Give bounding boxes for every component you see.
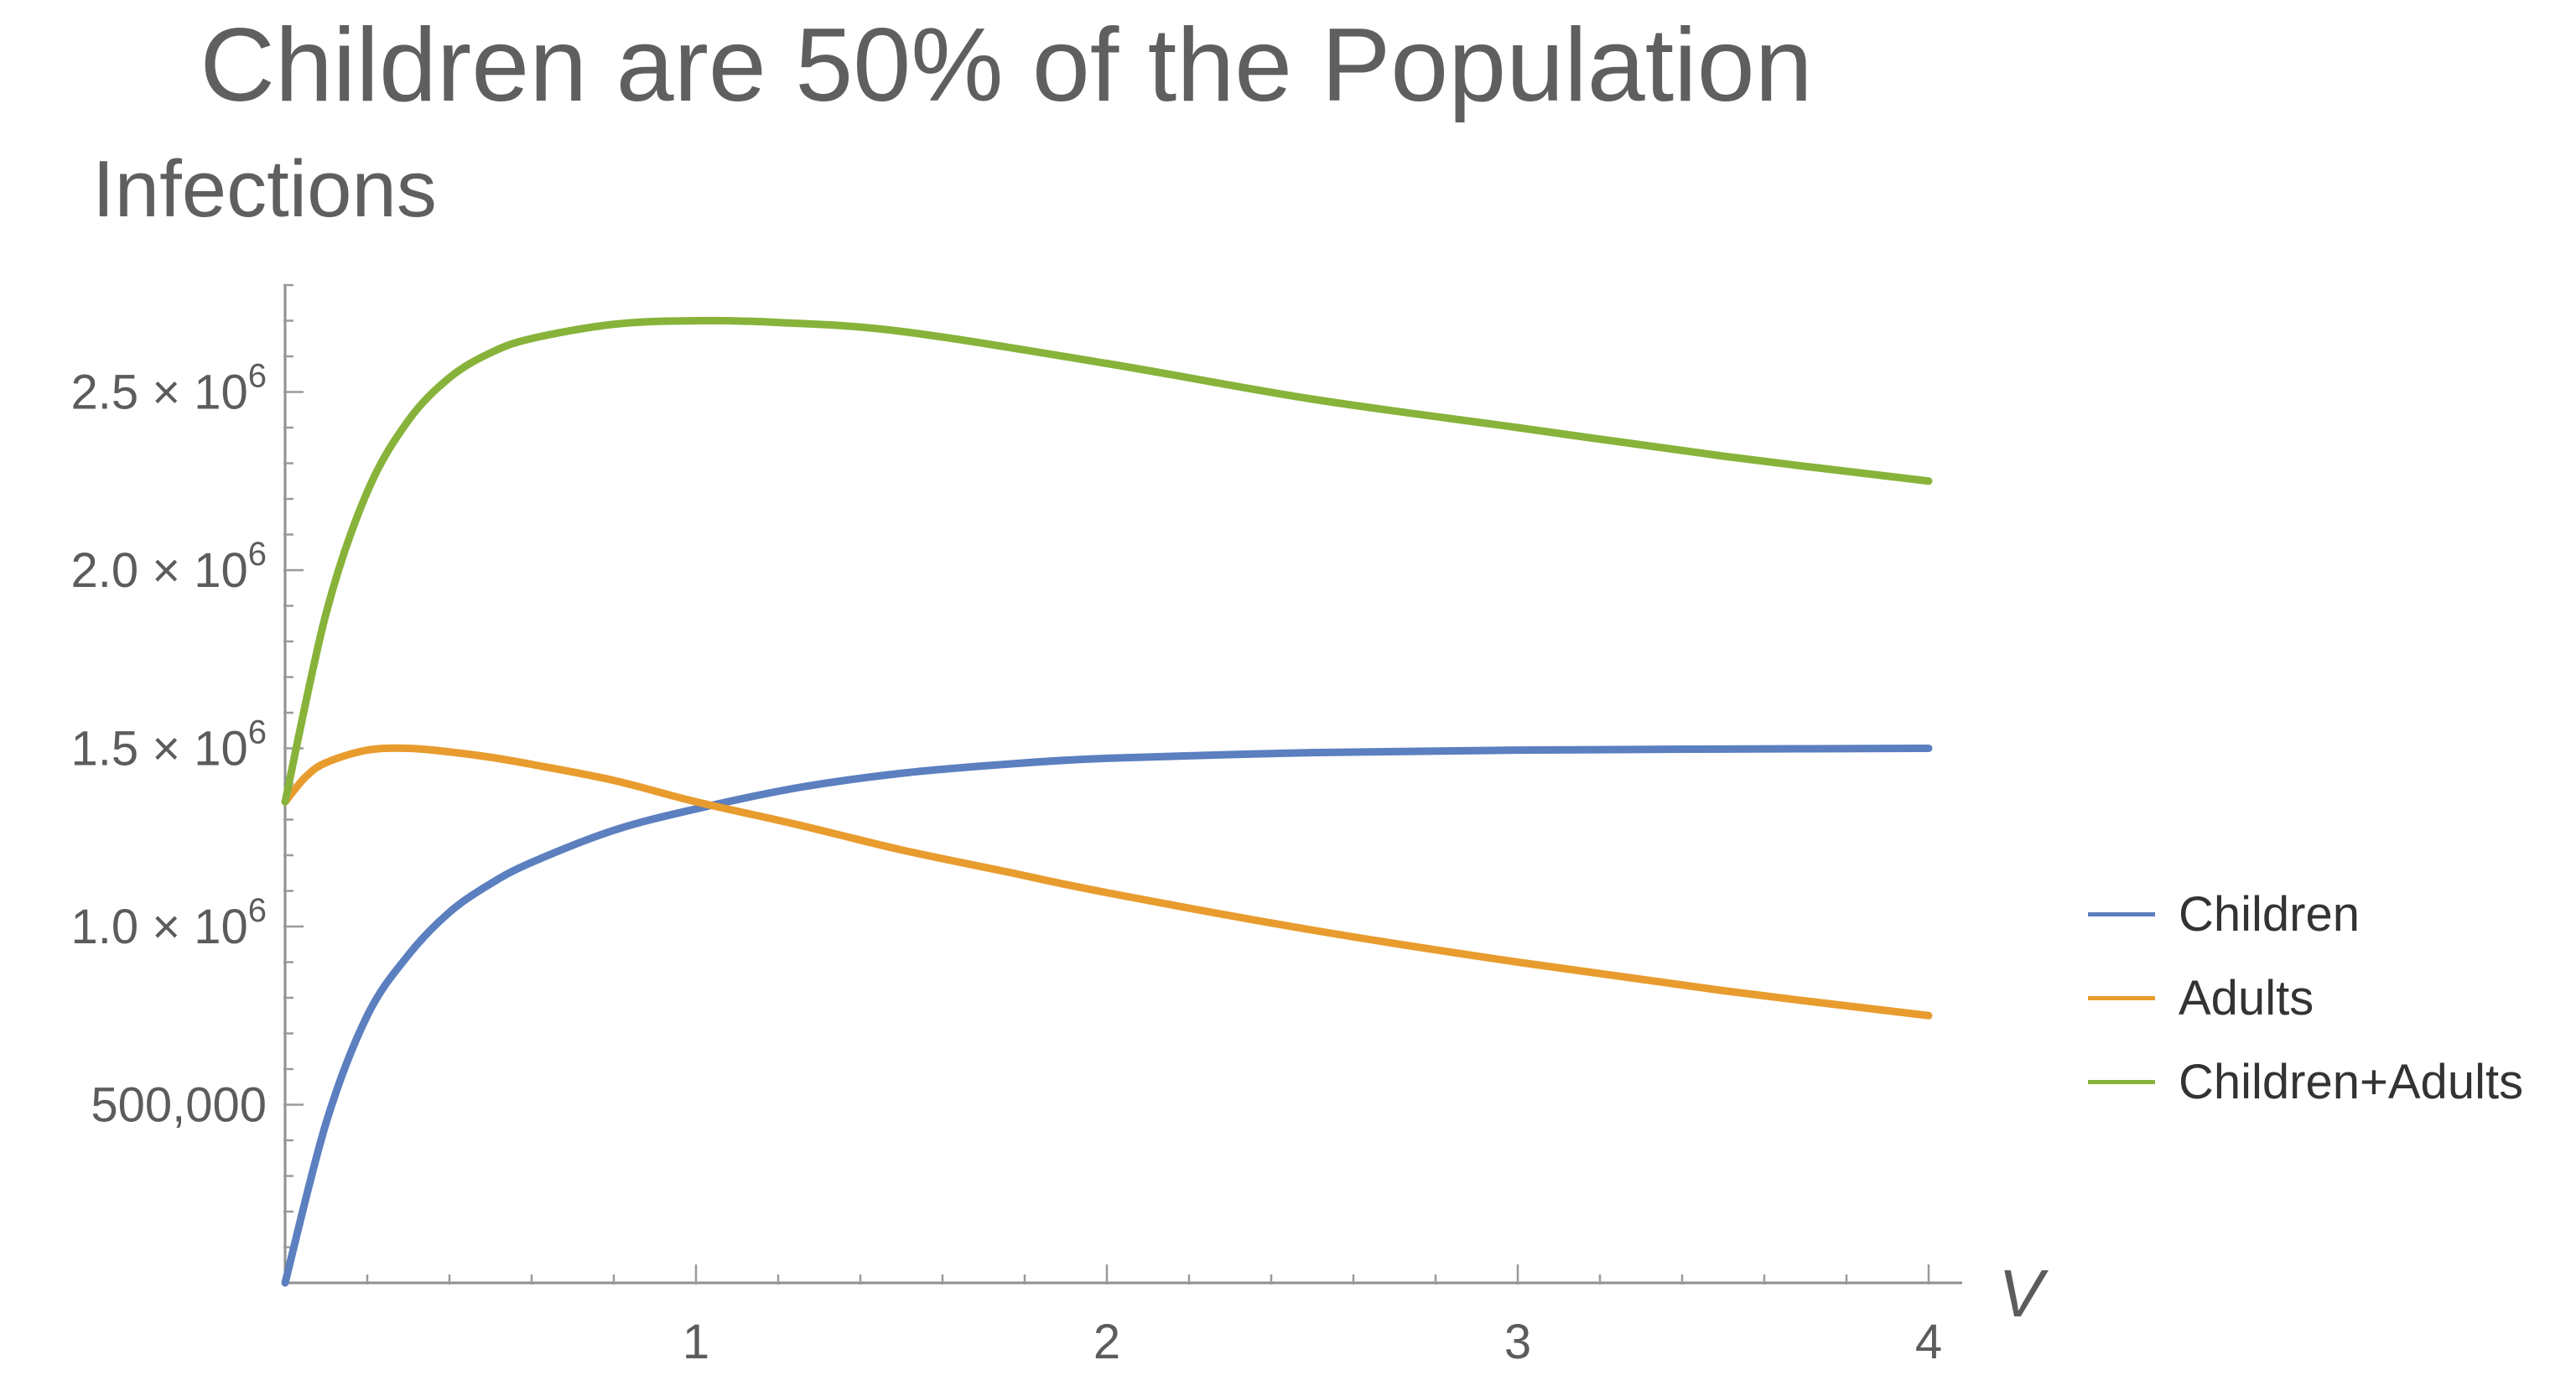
legend-label: Children+Adults (2179, 1054, 2524, 1109)
chart-title: Children are 50% of the Population (200, 8, 1813, 123)
series-layer (281, 316, 1933, 1287)
y-tick-label: 1.5 × 106 (71, 714, 267, 776)
legend-item-children: Children (2088, 872, 2523, 956)
series-line-children (281, 745, 1933, 1287)
y-axis-label: Infections (92, 144, 437, 234)
series-line-adults (281, 744, 1933, 1020)
axes (283, 285, 1962, 1285)
y-tick-label: 1.0 × 106 (71, 892, 267, 954)
legend-swatch (2088, 1079, 2155, 1084)
x-tick-label: 2 (1093, 1315, 1120, 1369)
legend-label: Adults (2179, 970, 2314, 1025)
legend-label: Children (2179, 886, 2360, 942)
legend-swatch (2088, 911, 2155, 916)
legend: Children Adults Children+Adults (2088, 872, 2523, 1124)
legend-item-adults: Adults (2088, 956, 2523, 1040)
legend-swatch (2088, 995, 2155, 1000)
ticks: 1 2 3 4 V 500,000 1.0 × 106 1.5 × 106 2.0 × 106 2… (71, 283, 2049, 1369)
x-axis-label: V (1998, 1256, 2049, 1331)
y-tick-label: 500,000 (91, 1078, 267, 1133)
y-tick-label: 2.5 × 106 (71, 358, 267, 420)
x-tick-label: 1 (683, 1315, 709, 1369)
x-tick-label: 4 (1915, 1315, 1942, 1369)
x-tick-label: 3 (1504, 1315, 1531, 1369)
y-tick-label: 2.0 × 106 (71, 536, 267, 598)
series-line-children-adults (281, 316, 1933, 806)
legend-item-children-adults: Children+Adults (2088, 1040, 2523, 1124)
